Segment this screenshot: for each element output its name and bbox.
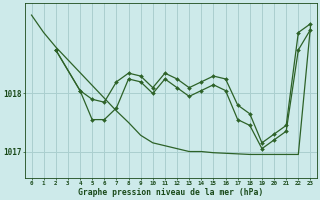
X-axis label: Graphe pression niveau de la mer (hPa): Graphe pression niveau de la mer (hPa) (78, 188, 264, 197)
